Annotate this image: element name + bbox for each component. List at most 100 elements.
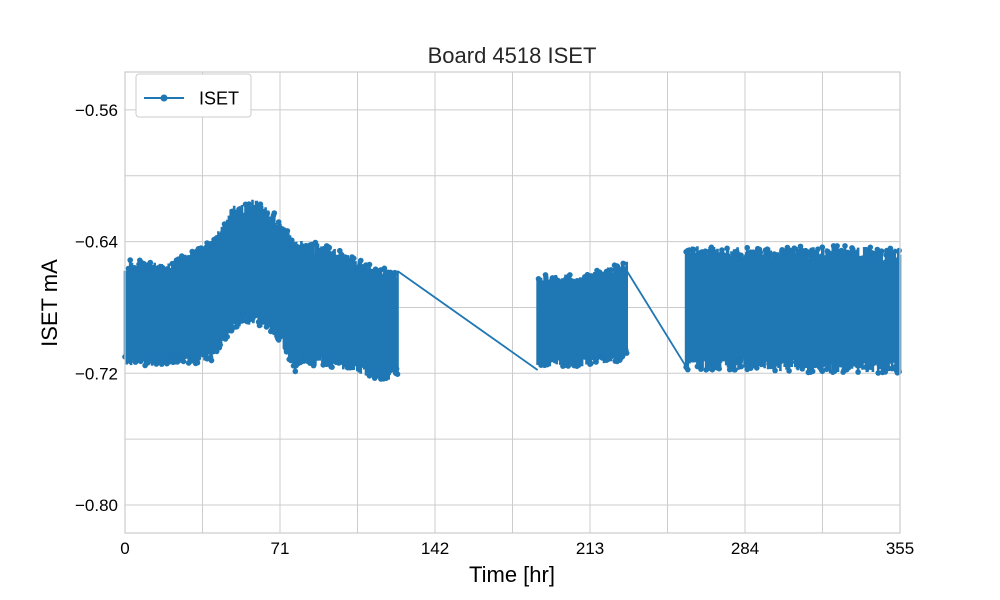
data-point (366, 261, 373, 268)
data-point (861, 356, 867, 363)
data-point (309, 352, 315, 359)
data-point (850, 246, 856, 253)
data-point (588, 360, 594, 367)
data-point (613, 351, 619, 357)
data-point (850, 251, 857, 258)
data-point (797, 358, 804, 365)
data-point (194, 359, 201, 366)
data-point (620, 260, 626, 267)
data-point (244, 206, 251, 213)
chart-title: Board 4518 ISET (428, 43, 597, 68)
data-point (292, 368, 299, 375)
data-point (284, 345, 291, 352)
data-point (868, 364, 874, 371)
data-point (834, 243, 840, 249)
data-point (785, 253, 791, 260)
x-tick-label: 71 (271, 539, 290, 558)
data-point (757, 249, 764, 256)
data-point (577, 359, 584, 365)
data-point (723, 252, 729, 259)
data-point (280, 230, 286, 236)
data-point (759, 254, 765, 260)
data-point (224, 333, 230, 340)
x-axis-label: Time [hr] (469, 562, 555, 587)
data-point (170, 267, 176, 273)
series-connector-line (397, 270, 539, 371)
data-point (167, 358, 174, 365)
data-point (695, 354, 702, 361)
data-point (208, 357, 215, 364)
data-point (888, 249, 895, 255)
data-point (179, 254, 186, 260)
data-point (282, 237, 289, 243)
data-point (147, 259, 154, 266)
data-point (394, 371, 401, 378)
data-point (213, 235, 220, 241)
data-point (853, 357, 860, 363)
data-point (140, 354, 147, 361)
data-point (312, 239, 319, 246)
data-point (284, 228, 291, 234)
data-point (147, 354, 154, 360)
data-point (804, 252, 811, 258)
data-point (174, 359, 181, 365)
data-point (254, 310, 260, 317)
data-point (838, 247, 845, 254)
data-point (828, 252, 834, 258)
data-point (726, 366, 733, 373)
data-point (381, 368, 388, 375)
data-point (831, 368, 838, 375)
x-tick-label: 213 (576, 539, 604, 558)
data-point (567, 272, 573, 278)
data-point (310, 362, 317, 369)
x-tick-label: 142 (421, 539, 449, 558)
data-point (816, 356, 822, 362)
data-point (336, 360, 342, 366)
data-point (343, 360, 349, 366)
data-point (882, 369, 888, 375)
data-point (330, 251, 336, 257)
data-point (299, 358, 306, 364)
data-point (302, 353, 308, 360)
y-tick-label: −0.80 (75, 496, 118, 515)
data-point (365, 267, 372, 273)
data-point (772, 367, 778, 374)
data-point (243, 309, 250, 316)
x-tick-label: 0 (120, 539, 129, 558)
data-point (365, 366, 371, 373)
data-point (568, 277, 574, 284)
data-point (248, 309, 255, 315)
data-point (619, 353, 626, 360)
data-point (845, 364, 852, 370)
data-point (820, 361, 826, 368)
data-point (256, 322, 263, 329)
series-band (684, 245, 902, 374)
data-point (392, 269, 398, 276)
data-point (133, 351, 140, 358)
data-point (768, 363, 774, 370)
data-point (236, 206, 243, 212)
data-point (691, 246, 697, 253)
data-point (275, 219, 282, 225)
data-point (240, 212, 246, 219)
data-point (764, 246, 771, 252)
legend: ISET (135, 73, 252, 118)
data-point (306, 247, 313, 253)
data-point (873, 257, 880, 264)
data-point (885, 258, 891, 265)
data-point (704, 254, 710, 260)
data-point (199, 248, 206, 254)
data-point (264, 210, 271, 216)
data-point (133, 265, 140, 272)
data-point (351, 255, 357, 262)
plot-frame (124, 71, 901, 534)
data-point (127, 358, 133, 365)
data-point (585, 273, 592, 280)
data-point (342, 254, 348, 260)
data-point (795, 254, 801, 261)
data-point (716, 365, 722, 372)
data-point (842, 243, 848, 249)
data-point (732, 367, 738, 373)
data-point (860, 257, 867, 263)
